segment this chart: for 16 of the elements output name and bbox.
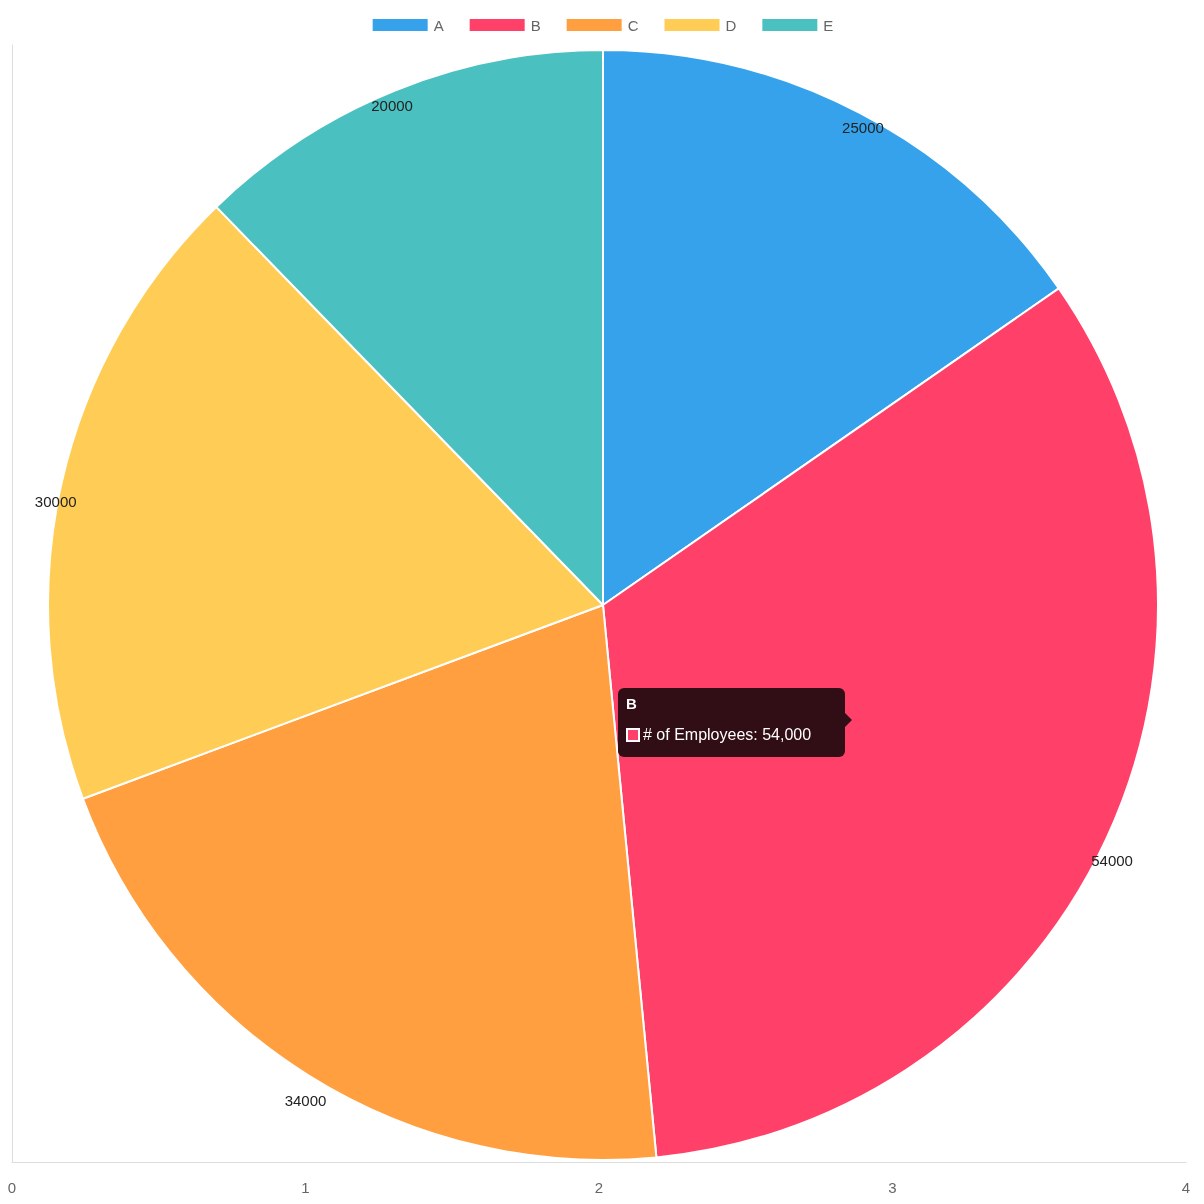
legend-label: E <box>823 16 834 34</box>
text: 0 <box>7 1179 17 1196</box>
data-label: 54000 <box>1091 852 1133 870</box>
text: 2 <box>594 1179 604 1196</box>
text: 1 <box>301 1179 310 1196</box>
text: # of Employees: 54,000 <box>643 726 812 744</box>
data-label: 20000 <box>371 96 413 114</box>
legend-label: B <box>530 16 541 34</box>
text: 4 <box>1181 1179 1191 1196</box>
legend-label: C <box>627 16 639 34</box>
data-label: 25000 <box>842 119 884 137</box>
legend-label: D <box>725 16 737 34</box>
text: B <box>626 695 637 712</box>
text: 3 <box>888 1179 897 1196</box>
data-label: 34000 <box>284 1092 327 1110</box>
legend-label: A <box>433 16 444 34</box>
